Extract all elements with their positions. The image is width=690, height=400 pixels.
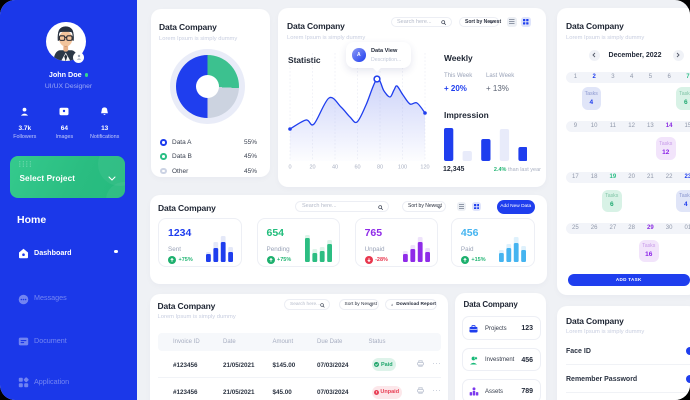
svg-text:40: 40 [332, 165, 338, 171]
svg-text:20: 20 [309, 165, 315, 171]
svg-text:0: 0 [288, 165, 291, 171]
svg-text:60: 60 [354, 165, 360, 171]
svg-text:120: 120 [420, 165, 429, 171]
svg-text:80: 80 [377, 165, 383, 171]
svg-text:100: 100 [398, 165, 407, 171]
